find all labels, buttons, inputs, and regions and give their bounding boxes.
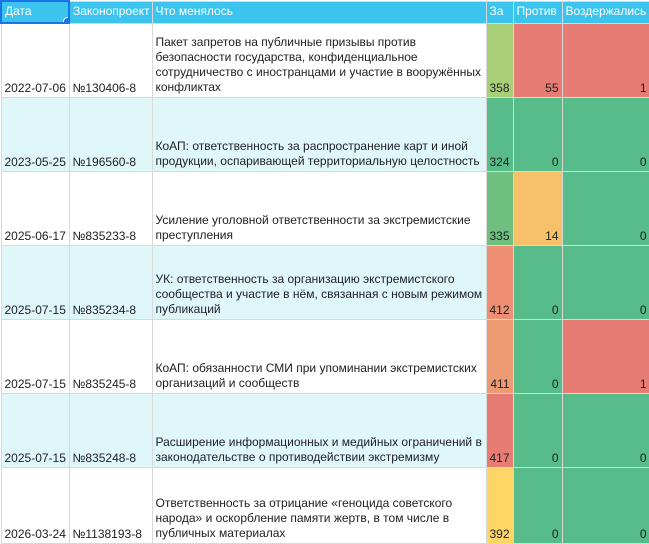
cell-bill[interactable]: №835248-8 xyxy=(68,392,153,468)
cell-changes[interactable]: Расширение информационных и медийных огр… xyxy=(151,392,487,468)
cell-against[interactable]: 14 xyxy=(512,170,563,246)
cell-for[interactable]: 358 xyxy=(485,22,514,98)
cell-abstained[interactable]: 1 xyxy=(561,318,649,394)
cell-date[interactable]: 2025-07-15 xyxy=(0,244,70,320)
table-row: 2025-07-15 №835248-8 Расширение информац… xyxy=(0,392,649,468)
table-row: 2023-05-25 №196560-8 КоАП: ответственнос… xyxy=(0,96,649,172)
cell-changes[interactable]: Ответственность за отрицание «геноцида с… xyxy=(151,466,487,544)
cell-changes[interactable]: КоАП: ответственность за распространение… xyxy=(151,96,487,172)
header-cell-date[interactable]: Дата xyxy=(0,0,70,24)
cell-changes[interactable]: Пакет запретов на публичные призывы прот… xyxy=(151,22,487,98)
cell-date[interactable]: 2026-03-24 xyxy=(0,466,70,544)
cell-against[interactable]: 0 xyxy=(512,392,563,468)
header-row: Дата Законопроект Что менялось За Против… xyxy=(0,0,649,24)
cell-against[interactable]: 0 xyxy=(512,318,563,394)
table-row: 2025-07-15 №835245-8 КоАП: обязанности С… xyxy=(0,318,649,394)
cell-date[interactable]: 2025-07-15 xyxy=(0,318,70,394)
cell-changes[interactable]: КоАП: обязанности СМИ при упоминании экс… xyxy=(151,318,487,394)
cell-abstained[interactable]: 0 xyxy=(561,170,649,246)
header-cell-abstained[interactable]: Воздержались xyxy=(561,0,649,24)
cell-bill[interactable]: №196560-8 xyxy=(68,96,153,172)
cell-date[interactable]: 2025-07-15 xyxy=(0,392,70,468)
cell-against[interactable]: 0 xyxy=(512,244,563,320)
cell-for[interactable]: 392 xyxy=(485,466,514,544)
cell-for[interactable]: 324 xyxy=(485,96,514,172)
header-cell-changes[interactable]: Что менялось xyxy=(151,0,487,24)
table-row: 2022-07-06 №130406-8 Пакет запретов на п… xyxy=(0,22,649,98)
table-row: 2026-03-24 №1138193-8 Ответственность за… xyxy=(0,466,649,544)
header-cell-against[interactable]: Против xyxy=(512,0,563,24)
cell-for[interactable]: 417 xyxy=(485,392,514,468)
cell-changes[interactable]: УК: ответственность за организацию экстр… xyxy=(151,244,487,320)
cell-bill[interactable]: №835233-8 xyxy=(68,170,153,246)
header-date-label: Дата xyxy=(5,4,32,18)
cell-for[interactable]: 412 xyxy=(485,244,514,320)
cell-abstained[interactable]: 0 xyxy=(561,96,649,172)
cell-bill[interactable]: №835245-8 xyxy=(68,318,153,394)
header-cell-for[interactable]: За xyxy=(485,0,514,24)
cell-for[interactable]: 411 xyxy=(485,318,514,394)
cell-bill[interactable]: №130406-8 xyxy=(68,22,153,98)
cell-bill[interactable]: №835234-8 xyxy=(68,244,153,320)
cell-for[interactable]: 335 xyxy=(485,170,514,246)
cell-abstained[interactable]: 1 xyxy=(561,22,649,98)
cell-against[interactable]: 0 xyxy=(512,96,563,172)
cell-abstained[interactable]: 0 xyxy=(561,244,649,320)
cell-abstained[interactable]: 0 xyxy=(561,466,649,544)
table-row: 2025-06-17 №835233-8 Усиление уголовной … xyxy=(0,170,649,246)
cell-against[interactable]: 55 xyxy=(512,22,563,98)
cell-abstained[interactable]: 0 xyxy=(561,392,649,468)
cell-against[interactable]: 0 xyxy=(512,466,563,544)
cell-date[interactable]: 2023-05-25 xyxy=(0,96,70,172)
header-cell-bill[interactable]: Законопроект xyxy=(68,0,153,24)
cell-date[interactable]: 2022-07-06 xyxy=(0,22,70,98)
selection-fill-handle[interactable] xyxy=(63,17,67,21)
cell-changes[interactable]: Усиление уголовной ответственности за эк… xyxy=(151,170,487,246)
cell-date[interactable]: 2025-06-17 xyxy=(0,170,70,246)
cell-bill[interactable]: №1138193-8 xyxy=(68,466,153,544)
table-row: 2025-07-15 №835234-8 УК: ответственность… xyxy=(0,244,649,320)
